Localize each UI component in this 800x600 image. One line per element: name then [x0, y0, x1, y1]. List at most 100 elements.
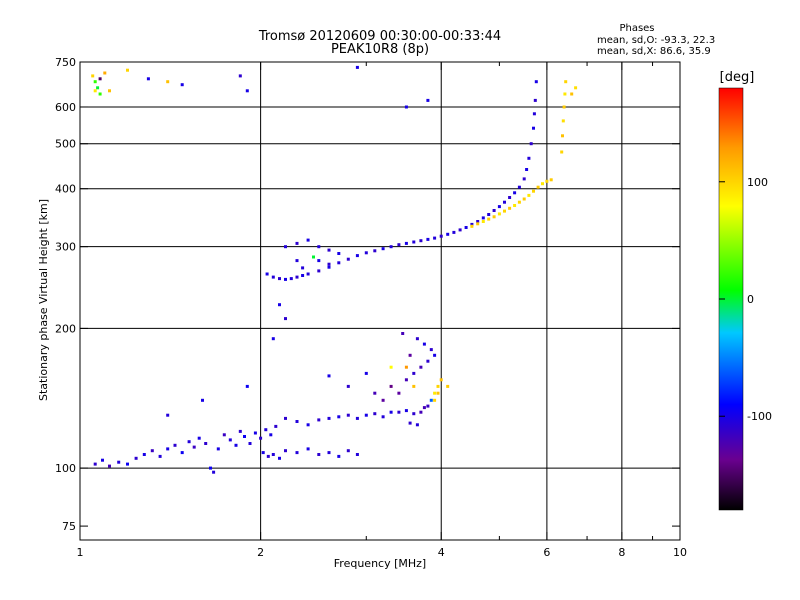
data-point-s0	[166, 413, 170, 417]
data-point-s1	[487, 213, 491, 216]
colorbar-tick-label: -100	[747, 410, 772, 423]
data-point-s2	[481, 220, 485, 223]
data-point-s0	[317, 418, 321, 422]
colorbar-tick-label: 0	[747, 293, 754, 306]
data-point-s0	[346, 413, 350, 417]
data-point-s0	[284, 449, 287, 453]
data-point-s1	[517, 185, 521, 189]
data-point-s3	[426, 98, 430, 102]
data-point-s0	[327, 451, 331, 455]
data-point-s3	[91, 74, 95, 78]
data-point-s1	[301, 274, 305, 277]
data-point-s0	[271, 337, 275, 341]
data-point-s0	[117, 460, 121, 464]
data-point-s2	[470, 224, 474, 228]
data-point-s0	[404, 365, 408, 369]
plot-area: 1 2 4 6 8 10 75 100 200 300 400 500 600 750	[55, 56, 687, 559]
data-point-s1	[446, 232, 450, 236]
y-tick-label: 200	[55, 322, 76, 335]
colorbar-label: [deg]	[720, 70, 755, 85]
data-point-s0	[422, 342, 426, 346]
data-point-s0	[389, 365, 393, 369]
y-tick-label: 400	[55, 183, 76, 196]
y-axis-label: Stationary phase Virtual Height [km]	[37, 199, 50, 401]
data-point-s0	[212, 470, 216, 474]
data-point-s0	[429, 348, 433, 352]
data-point-s3	[93, 80, 97, 84]
data-point-s0	[180, 451, 184, 455]
data-point-s0	[433, 398, 437, 402]
data-point-s0	[346, 384, 350, 388]
data-point-s0	[187, 440, 191, 444]
data-point-s0	[346, 449, 350, 453]
data-point-s1	[503, 200, 506, 204]
data-point-s0	[228, 438, 232, 442]
plot-frame	[79, 61, 681, 541]
data-point-s0	[397, 410, 401, 414]
x-tick-label: 2	[257, 546, 264, 559]
y-tick-label: 300	[55, 241, 76, 254]
data-point-s3	[103, 71, 107, 75]
chart-title: Tromsø 20120609 00:30:00-00:33:44	[258, 29, 501, 44]
data-point-s0	[404, 409, 408, 413]
data-point-s0	[408, 421, 412, 425]
data-point-s1	[295, 275, 299, 279]
data-point-s1	[533, 98, 537, 102]
data-point-s0	[234, 443, 238, 447]
data-point-s1	[508, 196, 512, 199]
data-point-s2	[536, 185, 540, 189]
data-point-s0	[439, 378, 443, 382]
colorbar-tick-label: 100	[747, 176, 768, 189]
data-point-s3	[355, 65, 359, 69]
data-point-s2	[503, 209, 506, 213]
data-point-s0	[166, 447, 170, 451]
data-point-s0	[337, 454, 341, 458]
x-tick-label: 8	[618, 546, 625, 559]
data-point-s2	[532, 189, 535, 193]
y-tick-label: 100	[55, 462, 76, 475]
data-point-s0	[192, 445, 196, 449]
data-point-s0	[389, 384, 393, 388]
data-point-s0	[284, 416, 287, 420]
data-point-s1	[464, 226, 468, 229]
data-point-s0	[222, 433, 226, 437]
data-point-s0	[436, 391, 440, 395]
data-point-s2	[563, 92, 567, 96]
data-point-s0	[381, 398, 385, 402]
data-point-s2	[492, 215, 496, 219]
data-point-s2	[561, 134, 564, 138]
x-axis-label: Frequency [MHz]	[334, 557, 426, 570]
data-point-s0	[433, 353, 437, 357]
data-point-s2	[522, 197, 526, 201]
data-point-s0	[419, 410, 423, 414]
data-point-s0	[216, 447, 220, 451]
colorbar-ticks: 100 0 -100	[719, 176, 772, 423]
data-point-s3	[98, 77, 102, 81]
data-point-s2	[541, 182, 544, 186]
data-point-s0	[261, 451, 265, 455]
data-point-s0	[274, 424, 278, 428]
y-tick-label: 75	[62, 520, 76, 533]
data-point-s1	[458, 228, 462, 232]
data-point-s2	[574, 86, 578, 90]
data-point-s0	[373, 412, 377, 416]
data-point-s0	[253, 431, 257, 435]
data-point-s0	[373, 391, 377, 395]
data-point-s1	[306, 272, 310, 276]
phases-line-o: mean, sd,O: -93.3, 22.3	[597, 35, 715, 46]
data-point-s0	[355, 453, 359, 456]
data-point-s0	[446, 384, 450, 388]
data-point-s0	[126, 462, 129, 466]
data-point-s0	[266, 454, 270, 458]
data-point-s1	[529, 142, 533, 146]
data-point-s1	[389, 245, 393, 249]
data-point-s0	[433, 391, 437, 395]
data-point-s3	[93, 89, 97, 93]
data-point-s1	[532, 112, 536, 116]
data-point-s0	[364, 413, 368, 417]
data-point-s1	[476, 220, 480, 223]
data-point-s1	[426, 237, 430, 241]
data-point-s2	[549, 178, 553, 182]
data-point-s0	[429, 398, 433, 402]
